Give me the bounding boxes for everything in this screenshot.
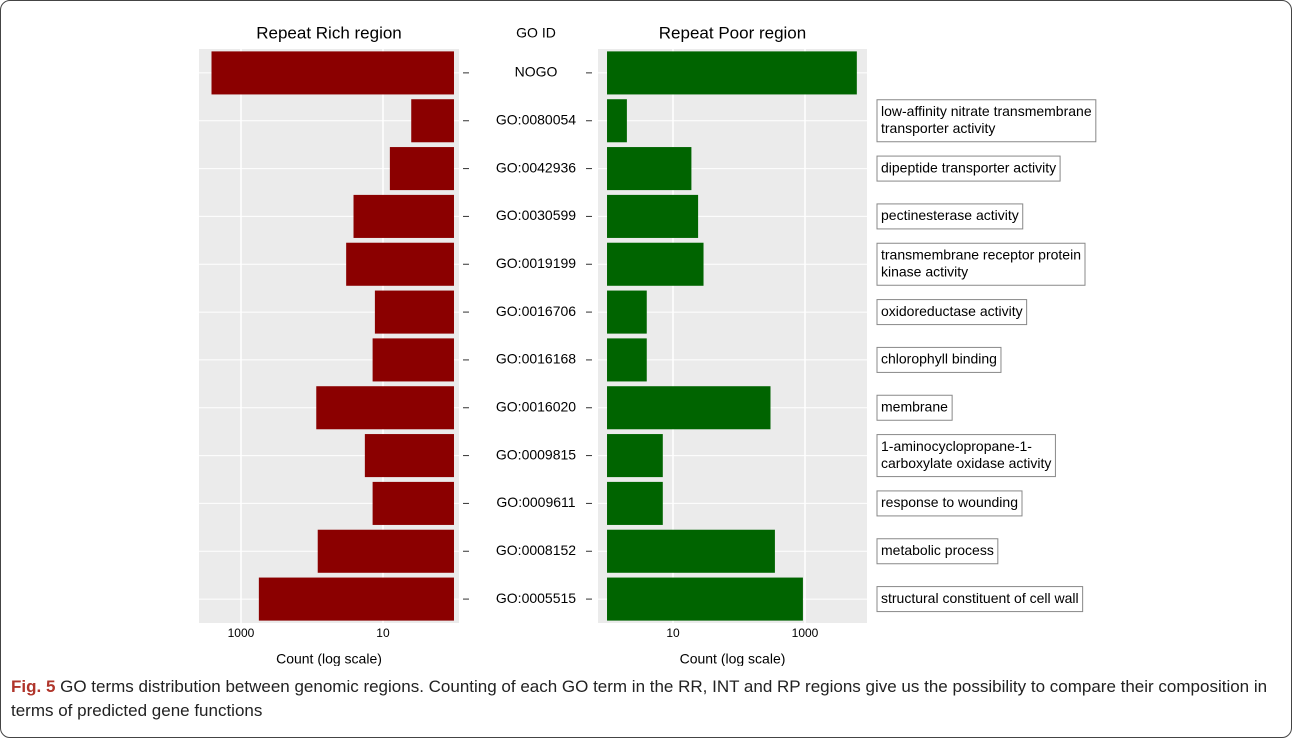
bar: [607, 99, 627, 143]
description-line: membrane: [881, 398, 948, 414]
bar: [607, 386, 771, 430]
chart: GO ID 1000 10 Repeat Rich region Count (log…: [199, 23, 1097, 666]
description-line: dipeptide transporter activity: [881, 159, 1056, 175]
bar: [364, 434, 454, 478]
description-line: kinase activity: [881, 263, 968, 279]
bar: [372, 481, 454, 525]
bar: [258, 577, 454, 621]
bar: [607, 242, 704, 286]
category-label: GO:0008152: [496, 542, 576, 558]
description-box: [876, 490, 1023, 517]
category-label: GO:0080054: [496, 111, 576, 127]
panel-background: [598, 49, 867, 623]
bar: [211, 51, 454, 95]
bar: [607, 529, 775, 573]
bar: [607, 577, 803, 621]
category-label: GO:0005515: [496, 590, 576, 606]
bar: [607, 434, 663, 478]
category-label: GO:0016706: [496, 303, 576, 319]
description-box: [876, 586, 1084, 613]
category-header: GO ID: [516, 25, 556, 41]
x-tick-label: 1000: [228, 626, 255, 640]
bar: [389, 147, 454, 191]
bar: [411, 99, 454, 143]
description-line: carboxylate oxidase activity: [881, 455, 1051, 471]
bar: [607, 194, 699, 238]
bar: [607, 147, 692, 191]
description-box: [876, 394, 953, 421]
x-tick-label: 10: [376, 626, 390, 640]
description-box: [876, 155, 1061, 182]
bar: [607, 338, 647, 382]
description-line: chlorophyll binding: [881, 351, 997, 367]
description-line: response to wounding: [881, 494, 1018, 510]
panel-title: Repeat Poor region: [659, 23, 806, 42]
description-line: transporter activity: [881, 120, 995, 136]
description-box: [876, 299, 1028, 326]
panel-title: Repeat Rich region: [256, 23, 402, 42]
description-line: metabolic process: [881, 542, 994, 558]
category-label: GO:0030599: [496, 207, 576, 223]
category-label: GO:0042936: [496, 159, 576, 175]
category-label: GO:0016168: [496, 351, 576, 367]
bar: [346, 242, 454, 286]
bar: [374, 290, 454, 334]
description-box: [876, 346, 1002, 373]
description-line: low-affinity nitrate transmembrane: [881, 103, 1092, 119]
bar: [372, 338, 454, 382]
bar: [353, 194, 454, 238]
description-box: [876, 538, 999, 565]
category-label: GO:0016020: [496, 398, 576, 414]
panel-background: [199, 49, 459, 623]
x-tick-label: 1000: [792, 626, 819, 640]
caption: Fig. 5 GO terms distribution between gen…: [11, 675, 1271, 723]
bar: [607, 481, 663, 525]
bar: [317, 529, 454, 573]
description-line: structural constituent of cell wall: [881, 590, 1079, 606]
bar: [607, 51, 857, 95]
description-box: [876, 434, 1056, 478]
bar: [607, 290, 647, 334]
x-tick-label: 10: [666, 626, 680, 640]
bar: [316, 386, 454, 430]
description-line: transmembrane receptor protein: [881, 246, 1081, 262]
x-axis-label: Count (log scale): [276, 651, 382, 666]
description-line: 1-aminocyclopropane-1-: [881, 438, 1032, 454]
description-line: oxidoreductase activity: [881, 303, 1023, 319]
caption-label: Fig. 5: [11, 677, 56, 696]
description-box: [876, 99, 1097, 143]
category-label: GO:0009815: [496, 446, 576, 462]
description-box: [876, 242, 1086, 286]
category-label: NOGO: [515, 64, 558, 80]
description-box: [876, 203, 1024, 230]
category-label: GO:0019199: [496, 255, 576, 271]
description-line: pectinesterase activity: [881, 207, 1019, 223]
category-label: GO:0009611: [496, 494, 575, 510]
x-axis-label: Count (log scale): [680, 651, 786, 666]
caption-text: GO terms distribution between genomic re…: [11, 677, 1268, 720]
